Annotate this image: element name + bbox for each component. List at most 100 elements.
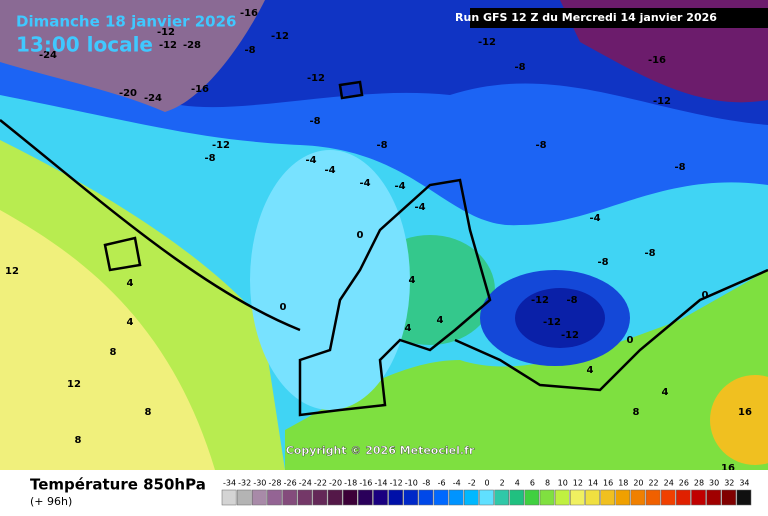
- scale-swatch: [660, 489, 676, 506]
- field-lightblue: [250, 150, 410, 410]
- scale-label: -22: [314, 479, 327, 488]
- scale-swatch: [600, 489, 615, 506]
- map-label: -28: [183, 40, 201, 51]
- map-label: -4: [589, 213, 600, 224]
- scale-swatch: [706, 489, 721, 506]
- scale-label: 24: [664, 479, 674, 488]
- scale-label: -4: [453, 479, 461, 488]
- scale-swatch: [554, 489, 570, 506]
- field-green: [285, 270, 768, 470]
- map-label: -12: [212, 140, 230, 151]
- scale-label: 18: [618, 479, 628, 488]
- scale-swatch: [388, 489, 403, 506]
- scale-label: -32: [238, 479, 251, 488]
- scale-swatch: [464, 489, 479, 506]
- map-label: 8: [110, 347, 117, 358]
- map-label: -8: [566, 295, 577, 306]
- scale-swatch: [267, 489, 282, 506]
- scale-label: -34: [223, 479, 236, 488]
- map-label: -8: [309, 116, 320, 127]
- map-fields: [0, 0, 768, 470]
- map-label: -24: [144, 93, 162, 104]
- scale-swatch: [479, 489, 494, 506]
- map-label: -12: [531, 295, 549, 306]
- run-text: Run GFS 12 Z du Mercredi 14 janvier 2026: [455, 11, 717, 24]
- scale-swatch: [524, 489, 540, 506]
- scale-label: 2: [500, 479, 505, 488]
- scale-swatch: [252, 489, 267, 506]
- scale-swatch: [403, 489, 419, 506]
- scale-label: 12: [573, 479, 583, 488]
- map-label: -12: [271, 31, 289, 42]
- scale-label: -18: [344, 479, 357, 488]
- map-label: -16: [191, 84, 209, 95]
- map-label: -12: [159, 40, 177, 51]
- coast-faroe: [338, 80, 364, 100]
- map-label: -12: [478, 37, 496, 48]
- scale-swatch: [448, 489, 464, 506]
- scale-swatch: [509, 489, 525, 506]
- scale-swatch: [721, 489, 737, 506]
- map-label: 16: [721, 463, 735, 474]
- map-label: -12: [561, 330, 579, 341]
- field-yellow: [0, 210, 215, 470]
- scale-label: 34: [739, 479, 749, 488]
- scale-swatch: [630, 489, 646, 506]
- coast-island: [103, 236, 142, 272]
- scale-label: 28: [694, 479, 704, 488]
- map-label: 4: [127, 278, 134, 289]
- map-label: -8: [644, 248, 655, 259]
- scale-swatch: [736, 489, 752, 506]
- scale-label: 8: [545, 479, 550, 488]
- map-label: -4: [359, 178, 370, 189]
- map-labels: -20 -24-16-12-12 -28-16-8-12-12-8-16-12-8-…: [5, 8, 752, 474]
- field-navy-east: [515, 288, 605, 348]
- scale-swatch: [418, 489, 434, 506]
- scale-label: -8: [422, 479, 430, 488]
- map-label: 12: [5, 266, 19, 277]
- scale-label: 6: [530, 479, 535, 488]
- legend-subtitle: (+ 96h): [30, 495, 72, 508]
- scale-swatch: [676, 489, 691, 506]
- map-label: -8: [204, 153, 215, 164]
- front-line: [0, 119, 301, 332]
- map-label: 0: [627, 335, 634, 346]
- scale-label: -10: [405, 479, 418, 488]
- map-label: -8: [535, 140, 546, 151]
- map-label: 0: [357, 230, 364, 241]
- scale-swatch: [236, 489, 252, 506]
- map-label: 4: [437, 315, 444, 326]
- map-label: -16: [240, 8, 258, 19]
- scale-label: 26: [679, 479, 689, 488]
- scale-label: -26: [284, 479, 297, 488]
- scale-label: -12: [390, 479, 403, 488]
- scale-label: -6: [438, 479, 446, 488]
- scale-label: 32: [724, 479, 734, 488]
- map-label: -4: [394, 181, 405, 192]
- scale-label: -24: [299, 479, 312, 488]
- run-box: [470, 8, 768, 28]
- legend-title: Température 850hPa: [30, 476, 206, 494]
- map-label: -12: [653, 96, 671, 107]
- map-label: 4: [587, 365, 594, 376]
- map-label: 0: [280, 302, 287, 313]
- scale-label: 30: [709, 479, 719, 488]
- map-label: 8: [75, 435, 82, 446]
- scale-swatch: [327, 489, 343, 506]
- scale-label: 4: [515, 479, 520, 488]
- coast-south-east: [454, 268, 768, 392]
- scale-swatch: [570, 489, 585, 506]
- map-label: -12: [157, 27, 175, 38]
- map-label: -8: [597, 257, 608, 268]
- scale-swatch: [539, 489, 555, 506]
- map-label: 4: [662, 387, 669, 398]
- scale-label: 20: [633, 479, 643, 488]
- map-label: -12: [307, 73, 325, 84]
- scale-swatch: [221, 489, 237, 506]
- map-label: 8: [145, 407, 152, 418]
- map-label: -12: [543, 317, 561, 328]
- map-label: 0: [702, 290, 709, 301]
- scale-label: 16: [603, 479, 613, 488]
